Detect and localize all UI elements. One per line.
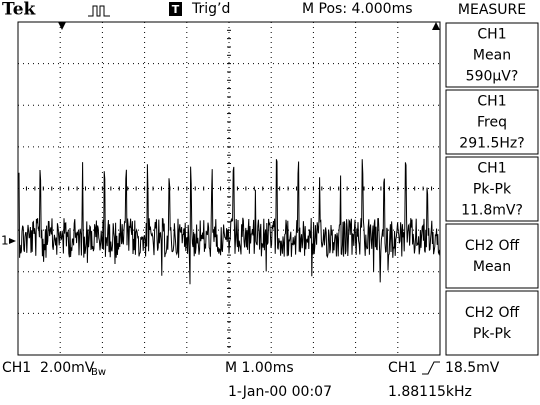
vertical-scale: 2.00mV [40, 360, 95, 376]
graticule-border [17, 21, 441, 356]
menu-item-line: 11.8mV? [461, 203, 523, 219]
menu-title-box [445, 0, 540, 20]
trigger-icon-box [169, 2, 182, 16]
trigger-channel: CH1 [388, 360, 417, 376]
measure-menu: CH1 Mean 590µV? CH1 Freq 291.5Hz? CH1 Pk-Pk 11.8… [445, 22, 539, 356]
bandwidth-limit: Bw [91, 367, 106, 378]
menu-item-line: Pk-Pk [473, 182, 512, 198]
menu-title: MEASURE [458, 2, 526, 18]
menu-item-box [445, 89, 539, 155]
menu-item-line: Mean [473, 48, 511, 64]
menu-item-box [445, 223, 539, 289]
graticule [17, 21, 441, 356]
trigger-level: 18.5mV [445, 360, 500, 376]
position: M Pos: 4.000ms [302, 1, 413, 17]
trigger-icon: T [172, 3, 180, 16]
channel: CH1 [2, 360, 31, 376]
menu-item-box [445, 290, 539, 356]
channel-marker: 1 [1, 234, 9, 248]
menu-item-line: Pk-Pk [473, 326, 512, 342]
date-time: 1-Jan-00 00:07 [228, 384, 332, 400]
menu-item-line: 590µV? [466, 69, 519, 85]
trigger-status: Trig’d [191, 1, 230, 17]
menu-item-line: CH1 [477, 161, 506, 177]
trigger-position-marker [58, 22, 66, 30]
waveform [18, 159, 441, 285]
menu-item-line: CH2 Off [465, 305, 520, 321]
trigger-slope-icon [422, 361, 440, 375]
trigger-marker [432, 22, 440, 30]
menu-item-line: 291.5Hz? [459, 136, 524, 152]
menu-item-line: CH2 Off [465, 238, 520, 254]
timebase: M 1.00ms [225, 360, 294, 376]
menu-item-box [445, 22, 539, 88]
menu-item-line: Mean [473, 259, 511, 275]
menu-item-line: Freq [477, 115, 507, 131]
channel-marker-arrow [9, 238, 16, 244]
menu-item-line: CH1 [477, 94, 506, 110]
menu-item-line: CH1 [477, 27, 506, 43]
menu-item-box [445, 156, 539, 222]
brand: Tek [2, 0, 37, 20]
trigger-frequency: 1.88115kHz [388, 384, 472, 400]
acquire-icon [88, 5, 110, 17]
